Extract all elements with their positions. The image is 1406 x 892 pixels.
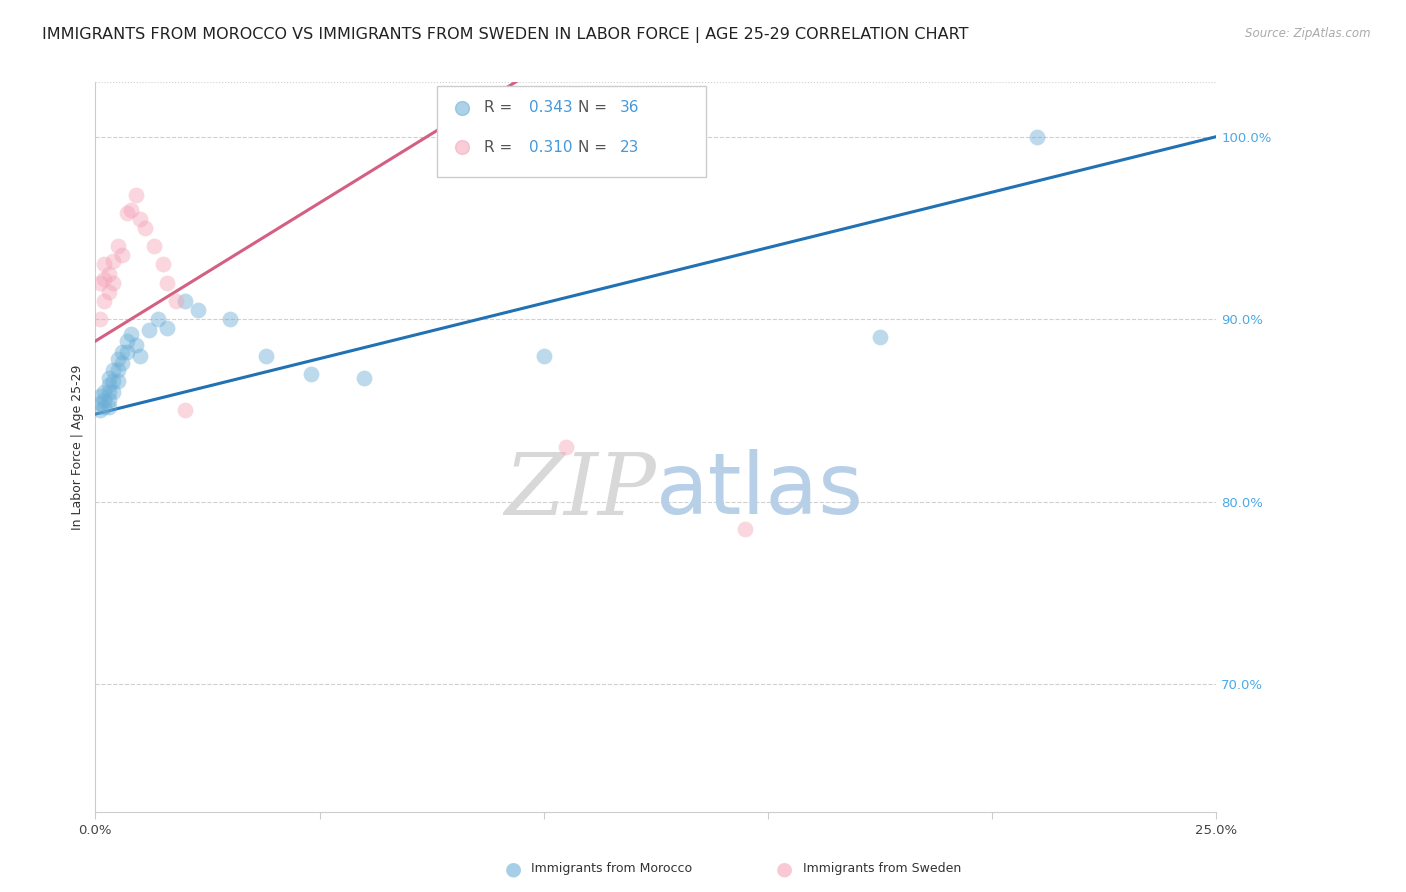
Point <box>97 385 120 400</box>
Text: 0.343: 0.343 <box>529 100 572 115</box>
Point <box>174 403 197 417</box>
Point <box>111 345 134 359</box>
Point <box>93 257 115 271</box>
Point <box>97 378 120 392</box>
Point <box>103 276 125 290</box>
Point <box>1025 129 1047 144</box>
Point <box>254 349 277 363</box>
Point <box>107 374 129 388</box>
Point <box>93 293 115 308</box>
Text: Immigrants from Morocco: Immigrants from Morocco <box>531 863 693 875</box>
Point <box>115 345 138 359</box>
Point <box>187 303 209 318</box>
Point <box>218 312 240 326</box>
Point <box>142 239 165 253</box>
Point <box>111 356 134 370</box>
Point <box>97 392 120 407</box>
Point <box>156 321 179 335</box>
Text: N =: N = <box>578 100 613 115</box>
Point <box>89 312 111 326</box>
Point <box>97 285 120 299</box>
Point <box>120 202 142 217</box>
Point <box>120 326 142 341</box>
Point <box>533 349 555 363</box>
Point <box>299 367 322 381</box>
Point <box>103 253 125 268</box>
Text: 36: 36 <box>620 100 640 115</box>
Point <box>103 374 125 388</box>
Point <box>125 337 148 351</box>
Bar <box>437 86 706 177</box>
Point <box>138 323 160 337</box>
Text: 23: 23 <box>620 140 640 154</box>
Point <box>156 276 179 290</box>
Text: R =: R = <box>484 140 517 154</box>
Point <box>93 385 115 400</box>
Point <box>146 312 169 326</box>
Point <box>107 239 129 253</box>
Text: ●: ● <box>505 859 522 879</box>
Text: Immigrants from Sweden: Immigrants from Sweden <box>803 863 962 875</box>
Point <box>107 352 129 367</box>
Point <box>103 363 125 377</box>
Y-axis label: In Labor Force | Age 25-29: In Labor Force | Age 25-29 <box>72 364 84 530</box>
Text: Source: ZipAtlas.com: Source: ZipAtlas.com <box>1246 27 1371 40</box>
Point <box>555 440 578 454</box>
Point <box>89 403 111 417</box>
Point <box>97 370 120 384</box>
Point <box>152 257 174 271</box>
Point <box>89 276 111 290</box>
Point <box>93 272 115 286</box>
Point <box>111 248 134 262</box>
Text: ●: ● <box>776 859 793 879</box>
Text: ZIP: ZIP <box>503 450 655 533</box>
Text: N =: N = <box>578 140 613 154</box>
Point <box>174 293 197 308</box>
Point <box>97 400 120 414</box>
Point <box>93 400 115 414</box>
Point <box>93 392 115 407</box>
Point <box>115 206 138 220</box>
Text: IMMIGRANTS FROM MOROCCO VS IMMIGRANTS FROM SWEDEN IN LABOR FORCE | AGE 25-29 COR: IMMIGRANTS FROM MOROCCO VS IMMIGRANTS FR… <box>42 27 969 43</box>
Point <box>869 330 891 344</box>
Text: atlas: atlas <box>655 450 863 533</box>
Point <box>115 334 138 348</box>
Point <box>129 211 152 226</box>
Point <box>734 522 756 536</box>
Point <box>165 293 187 308</box>
Point <box>125 188 148 202</box>
Point <box>107 363 129 377</box>
Text: R =: R = <box>484 100 517 115</box>
Point <box>353 370 375 384</box>
Point <box>103 385 125 400</box>
Point <box>129 349 152 363</box>
Point <box>89 389 111 403</box>
Point <box>97 267 120 281</box>
Point <box>134 221 156 235</box>
Text: 0.310: 0.310 <box>529 140 572 154</box>
Point <box>89 396 111 410</box>
